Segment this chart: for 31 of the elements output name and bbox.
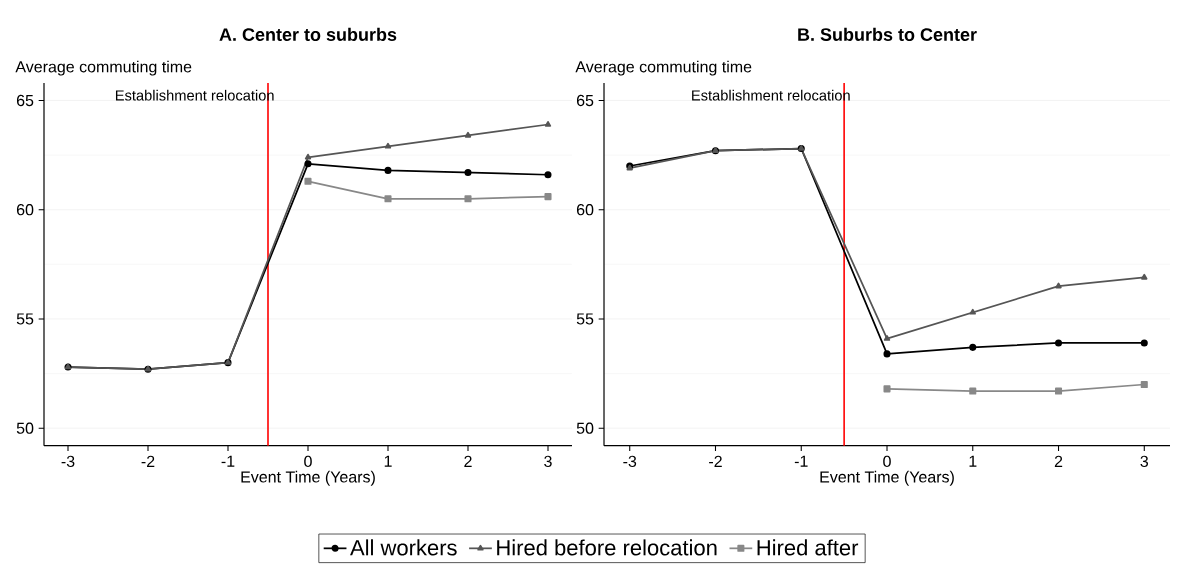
x-tick-label: -2 [141, 455, 155, 467]
x-tick-label: 2 [1054, 455, 1063, 467]
x-tick-label: -1 [221, 455, 235, 467]
y-tick-label: 55 [16, 313, 34, 325]
y-tick-label: 65 [16, 94, 34, 107]
y-tick-label: 65 [576, 94, 594, 107]
legend-label: Hired before relocation [497, 539, 717, 556]
chart-title: B. Suburbs to Center [798, 27, 977, 41]
y-tick-label: 60 [576, 204, 594, 216]
x-tick-label: -3 [623, 455, 637, 468]
y-axis-title: Average commuting time [15, 60, 192, 76]
x-axis-title: Event Time (Years) [241, 470, 375, 486]
x-tick-label: 1 [969, 455, 977, 467]
y-tick-label: 50 [16, 422, 34, 434]
x-tick-label: 2 [464, 455, 472, 467]
x-tick-label: -1 [794, 455, 808, 467]
y-tick-label: 60 [16, 204, 34, 216]
x-tick-label: 1 [384, 455, 392, 467]
x-tick-label: 0 [304, 455, 312, 468]
y-axis-title: Average commuting time [575, 60, 752, 76]
y-tick-label: 50 [576, 422, 594, 434]
y-tick-label: 55 [576, 313, 594, 325]
legend-label: All workers [350, 539, 457, 556]
legend-label: Hired after [757, 539, 859, 556]
x-tick-label: 3 [544, 455, 552, 468]
x-axis-title: Event Time (Years) [820, 470, 954, 486]
x-tick-label: -2 [709, 455, 722, 467]
x-tick-label: 0 [883, 455, 891, 468]
x-tick-label: -3 [61, 455, 75, 468]
x-tick-label: 3 [1140, 455, 1149, 468]
chart-title: A. Center to suburbs [219, 27, 397, 41]
